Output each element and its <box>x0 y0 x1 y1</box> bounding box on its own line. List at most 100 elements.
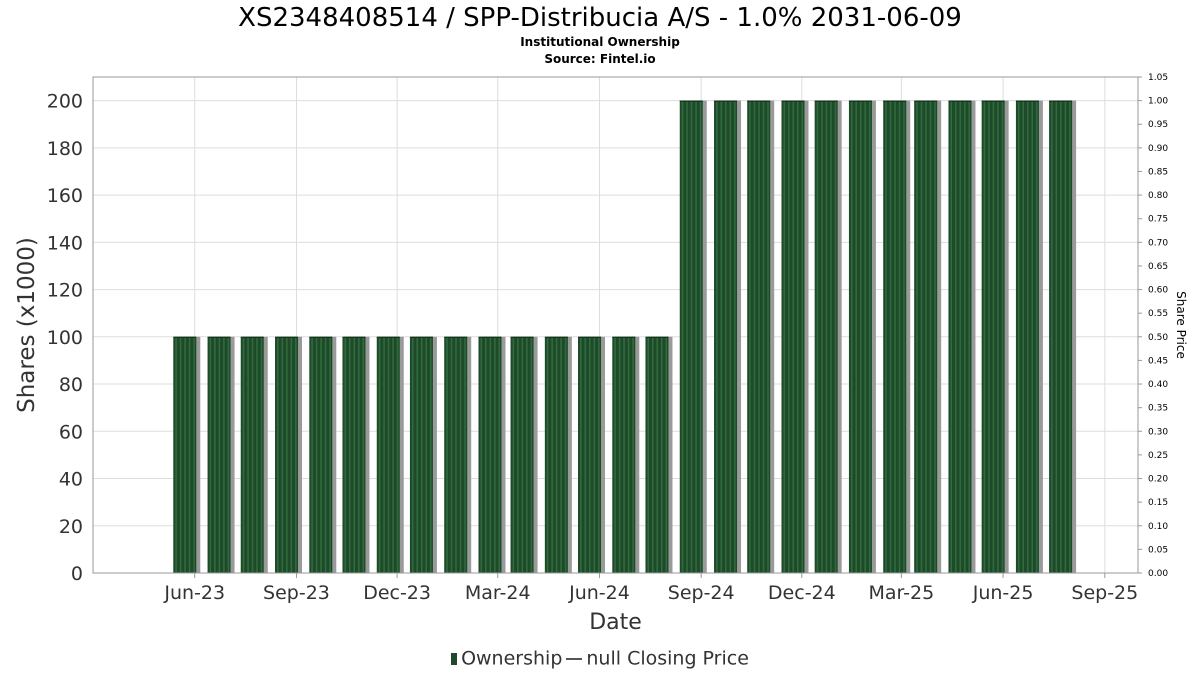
y2-tick-label: 0.85 <box>1148 167 1168 177</box>
legend-ownership-label: Ownership <box>461 647 563 670</box>
ownership-bar <box>848 100 876 573</box>
bar-stripe <box>593 336 596 573</box>
bar-stripe <box>1060 100 1062 573</box>
ownership-swatch-icon <box>451 652 458 665</box>
bar-stripe <box>1026 100 1029 573</box>
bar-stripe <box>392 336 394 573</box>
bar-stripe <box>311 336 313 573</box>
ownership-bar <box>883 100 911 573</box>
bar-stripe <box>725 100 727 573</box>
y-tick-label: 40 <box>59 469 83 491</box>
bar-stripe <box>260 336 263 573</box>
bar-stripe <box>618 336 621 573</box>
bar-stripe <box>484 336 487 573</box>
y2-tick-label: 0.00 <box>1148 569 1168 579</box>
bar-stripe <box>598 336 600 573</box>
y2-tick-label: 0.45 <box>1148 356 1168 366</box>
y-tick-label: 120 <box>47 280 83 302</box>
bar-stripe <box>762 100 765 573</box>
bar-stripe <box>324 336 327 573</box>
bar-stripe <box>898 100 901 573</box>
y-axis-label: Shares (x1000) <box>14 237 40 413</box>
x-tick-label: Dec-24 <box>768 582 836 604</box>
bar-stripe <box>623 336 625 573</box>
bar-stripe <box>767 100 769 573</box>
y2-tick-label: 0.30 <box>1148 427 1168 437</box>
chart-source: Source: Fintel.io <box>544 52 656 66</box>
bar-stripe <box>783 100 786 573</box>
bar-stripe <box>749 100 751 573</box>
bar-stripe <box>903 100 905 573</box>
y2-tick-label: 0.05 <box>1148 545 1168 555</box>
bar-stripe <box>256 336 258 573</box>
bar-stripe <box>821 100 823 573</box>
x-tick-label: Jun-24 <box>568 582 630 604</box>
y-axis-ticks: 0 20 40 60 80 100 120 140 160 180 200 <box>47 91 83 585</box>
y2-tick-label: 0.95 <box>1148 120 1168 130</box>
y-tick-label: 0 <box>71 563 83 585</box>
bar-stripe <box>175 336 177 573</box>
bar-stripe <box>546 336 549 573</box>
bar-stripe <box>295 336 297 573</box>
ownership-bar <box>409 336 437 573</box>
x-tick-label: Mar-25 <box>869 582 935 604</box>
bar-stripe <box>344 336 347 573</box>
bar-stripe <box>526 336 528 573</box>
bar-stripe <box>1069 100 1071 573</box>
bar-stripe <box>387 336 390 573</box>
y-tick-label: 100 <box>47 327 83 349</box>
y2-tick-label: 0.80 <box>1148 191 1168 201</box>
ownership-bar <box>781 100 809 573</box>
bar-stripe <box>512 336 515 573</box>
bar-stripe <box>1035 100 1038 573</box>
bar-stripe <box>362 336 365 573</box>
price-line-icon <box>566 657 583 660</box>
y2-tick-label: 0.40 <box>1148 380 1168 390</box>
bar-stripe <box>530 336 533 573</box>
bar-stripe <box>290 336 293 573</box>
ownership-bar <box>275 336 303 573</box>
bar-stripe <box>286 336 288 573</box>
y-tick-label: 20 <box>59 516 83 538</box>
bar-stripe <box>251 336 254 573</box>
y-tick-label: 180 <box>47 138 83 160</box>
x-tick-label: Sep-23 <box>263 582 330 604</box>
bar-stripe <box>681 100 684 573</box>
y2-tick-label: 0.50 <box>1148 333 1168 343</box>
plot-frame <box>92 76 1139 574</box>
bar-stripe <box>184 336 186 573</box>
bar-stripe <box>396 336 399 573</box>
y2-tick-label: 0.60 <box>1148 286 1168 296</box>
bar-stripe <box>193 336 195 573</box>
ownership-bar <box>914 100 942 573</box>
y2-tick-label: 0.15 <box>1148 498 1168 508</box>
bar-stripe <box>555 336 558 573</box>
bar-stripe <box>498 336 501 573</box>
x-axis-label: Date <box>589 610 642 635</box>
bar-stripe <box>758 100 760 573</box>
bar-stripe <box>1017 100 1020 573</box>
bar-stripe <box>720 100 723 573</box>
bar-stripe <box>564 336 567 573</box>
y2-tick-label: 0.90 <box>1148 144 1168 154</box>
y2-tick-label: 0.55 <box>1148 309 1168 319</box>
y2-tick-label: 1.00 <box>1148 97 1168 107</box>
y-tick-label: 200 <box>47 91 83 113</box>
bar-stripe <box>792 100 795 573</box>
bar-stripe <box>480 336 483 573</box>
bar-stripe <box>734 100 736 573</box>
bar-stripe <box>801 100 804 573</box>
ownership-bar <box>376 336 404 573</box>
y2-tick-label: 0.65 <box>1148 262 1168 272</box>
x-axis-ticks: Jun-23 Sep-23 Dec-23 Mar-24 Jun-24 Sep-24 Dec-… <box>163 573 1138 604</box>
x-tick-label: Jun-23 <box>163 582 225 604</box>
ownership-bar <box>814 100 842 573</box>
ownership-bar <box>444 336 472 573</box>
bar-stripe <box>521 336 524 573</box>
bar-stripe <box>223 336 225 573</box>
bar-stripe <box>916 100 918 573</box>
ownership-bar <box>1049 100 1077 573</box>
bar-stripe <box>885 100 887 573</box>
bar-stripe <box>859 100 862 573</box>
